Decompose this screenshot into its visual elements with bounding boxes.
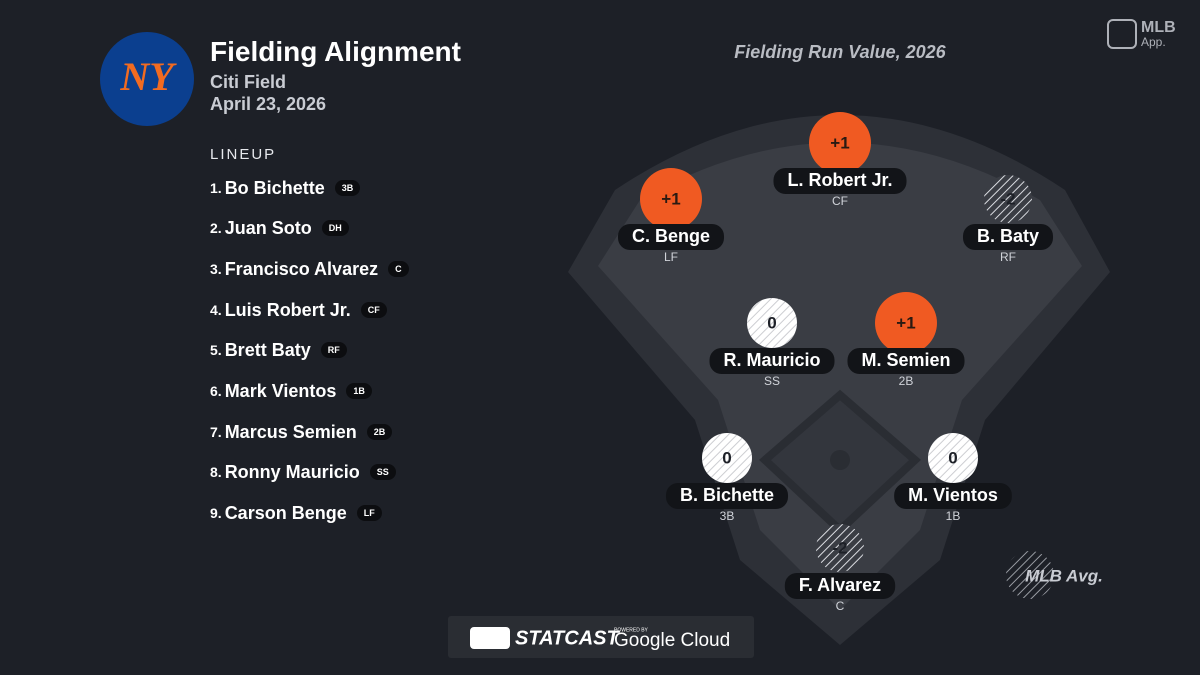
player-name: Juan Soto (224, 217, 312, 238)
fielder-position: 2B (899, 374, 914, 388)
mound (830, 450, 850, 470)
player-name: Bo Bichette (224, 177, 325, 198)
position-badge: LF (356, 505, 382, 521)
app-icon (1107, 19, 1137, 49)
position-badge: SS (369, 464, 396, 480)
frv-hatch (928, 433, 978, 483)
fielder-name: M. Vientos (908, 485, 998, 505)
position-badge: 3B (334, 180, 361, 196)
lineup-row: 8. Ronny Mauricio SS (210, 460, 396, 484)
fielder-name: B. Baty (977, 226, 1039, 246)
player-name: Carson Benge (224, 502, 347, 523)
frv-circle (809, 112, 871, 174)
position-badge: 2B (366, 424, 393, 440)
player-name: Brett Baty (224, 339, 311, 360)
position-badge: 1B (346, 383, 372, 399)
fielder-name: F. Alvarez (799, 575, 881, 595)
legend-label: MLB Avg. (1025, 566, 1103, 585)
fielder-name: M. Semien (861, 350, 950, 370)
frv-hatch (747, 298, 797, 348)
lineup-row: 9. Carson Benge LF (210, 501, 382, 525)
name-pill (665, 483, 789, 509)
player-name: Mark Vientos (224, 380, 337, 401)
lineup-order: 4. (210, 302, 222, 318)
player-name: Francisco Alvarez (224, 258, 379, 279)
legend-swatch (1006, 551, 1054, 599)
lineup-row: 7. Marcus Semien 2B (210, 420, 393, 444)
lineup-row: 5. Brett Baty RF (210, 338, 347, 362)
frv-circle (640, 168, 702, 230)
lineup-heading: LINEUP (210, 146, 277, 163)
google-cloud: Google Cloud (614, 630, 730, 651)
frv-value: 0 (948, 448, 957, 467)
footer-box (448, 616, 754, 658)
fielder-position: SS (764, 374, 780, 388)
title: Fielding Alignment (210, 36, 461, 67)
name-pill (962, 224, 1054, 250)
position-badge: DH (321, 220, 349, 236)
logo-text: NY (119, 54, 177, 99)
player-name: Marcus Semien (224, 421, 357, 442)
lineup-row: 2. Juan Soto DH (210, 216, 349, 240)
frv-value: 0 (767, 313, 776, 332)
fielder-position: 1B (946, 509, 961, 523)
frv-value: +1 (896, 313, 915, 332)
lineup-order: 5. (210, 342, 222, 358)
fielder-name: C. Benge (632, 226, 710, 246)
fielder-position: 3B (720, 509, 735, 523)
field-grass (598, 142, 1082, 610)
name-pill (773, 168, 907, 194)
name-pill (894, 483, 1012, 509)
name-pill (617, 224, 725, 250)
frv-value: +1 (830, 133, 849, 152)
lineup-row: 4. Luis Robert Jr. CF (210, 298, 387, 322)
frv-value: +1 (661, 189, 680, 208)
name-pill (847, 348, 965, 374)
fielder-name: B. Bichette (680, 485, 774, 505)
lineup-order: 6. (210, 383, 222, 399)
fielder-position: LF (664, 250, 678, 264)
lineup-order: 8. (210, 464, 222, 480)
field-title: Fielding Run Value, 2026 (734, 42, 946, 62)
lineup-order: 9. (210, 505, 222, 521)
position-badge: CF (360, 302, 387, 318)
fielder-name: L. Robert Jr. (787, 170, 892, 190)
lineup-row: 1. Bo Bichette 3B (210, 176, 361, 200)
lineup-row: 3. Francisco Alvarez C (210, 257, 409, 281)
frv-value: 0 (722, 448, 731, 467)
frv-hatch (816, 524, 864, 572)
frv-circle (875, 292, 937, 354)
name-pill (709, 348, 835, 374)
frv-hatch (702, 433, 752, 483)
player-name: Luis Robert Jr. (224, 299, 351, 320)
fielder-name: R. Mauricio (723, 350, 820, 370)
app-sub: App. (1141, 35, 1166, 49)
fielder-position: CF (832, 194, 848, 208)
fielder-position: RF (1000, 250, 1016, 264)
app-name: MLB (1141, 19, 1176, 36)
date: April 23, 2026 (210, 94, 327, 114)
lineup-order: 7. (210, 424, 222, 440)
fielder-position: C (836, 599, 845, 613)
name-pill (784, 573, 896, 599)
lineup-row: 6. Mark Vientos 1B (210, 379, 372, 403)
venue: Citi Field (210, 72, 286, 92)
lineup-order: 1. (210, 180, 222, 196)
lineup-order: 2. (210, 220, 222, 236)
position-badge: C (388, 261, 409, 277)
team-logo (100, 32, 194, 126)
frv-value: -2 (1000, 189, 1015, 208)
player-name: Ronny Mauricio (224, 461, 360, 482)
frv-value: -2 (832, 538, 847, 557)
powered-by: POWERED BY (614, 627, 649, 633)
statcast: STATCAST (515, 627, 620, 649)
position-badge: RF (320, 342, 347, 358)
frv-hatch (984, 175, 1032, 223)
lineup-order: 3. (210, 261, 222, 277)
mlb-icon (470, 627, 510, 649)
